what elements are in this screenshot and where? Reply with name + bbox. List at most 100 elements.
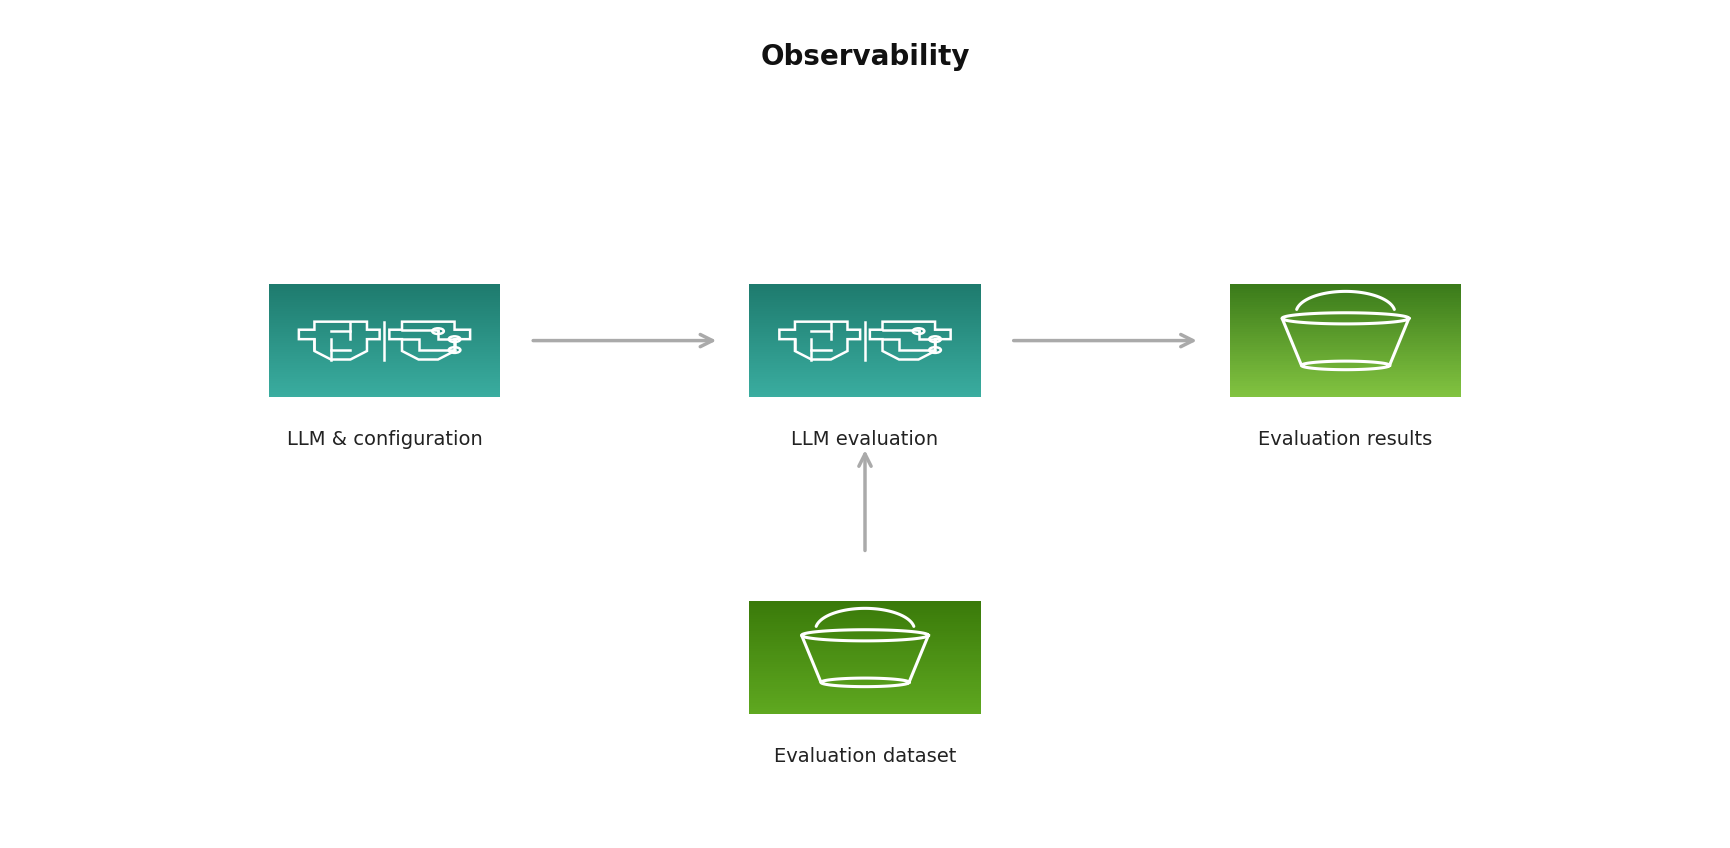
Bar bbox=[1230, 336, 1462, 338]
Bar bbox=[1230, 340, 1462, 343]
Bar bbox=[749, 641, 981, 644]
Bar bbox=[749, 693, 981, 696]
Bar bbox=[268, 318, 500, 321]
Bar bbox=[268, 388, 500, 390]
Bar bbox=[749, 650, 981, 653]
Bar bbox=[749, 603, 981, 605]
Bar bbox=[268, 363, 500, 365]
Bar bbox=[1230, 343, 1462, 345]
Bar bbox=[749, 322, 981, 325]
Bar bbox=[1230, 302, 1462, 304]
Bar bbox=[749, 370, 981, 372]
Bar bbox=[1230, 288, 1462, 291]
Bar bbox=[749, 329, 981, 332]
Bar bbox=[1230, 315, 1462, 318]
Bar bbox=[749, 639, 981, 642]
Bar bbox=[1230, 394, 1462, 397]
Bar bbox=[749, 367, 981, 370]
Bar bbox=[749, 356, 981, 359]
Bar bbox=[1230, 295, 1462, 298]
Bar bbox=[749, 291, 981, 293]
Bar bbox=[749, 358, 981, 361]
Bar bbox=[1230, 298, 1462, 300]
Bar bbox=[268, 304, 500, 307]
Bar bbox=[1230, 385, 1462, 388]
Bar bbox=[1230, 329, 1462, 332]
Bar bbox=[749, 302, 981, 304]
Bar bbox=[749, 343, 981, 345]
Bar bbox=[1230, 388, 1462, 390]
Bar bbox=[268, 336, 500, 338]
Text: LLM & configuration: LLM & configuration bbox=[287, 430, 483, 449]
Bar bbox=[268, 356, 500, 359]
Bar bbox=[268, 284, 500, 287]
Bar bbox=[749, 392, 981, 394]
Bar bbox=[1230, 356, 1462, 359]
Bar bbox=[749, 385, 981, 388]
Bar bbox=[268, 344, 500, 348]
Bar bbox=[1230, 351, 1462, 354]
Bar bbox=[749, 388, 981, 390]
Bar bbox=[749, 351, 981, 354]
Bar bbox=[749, 619, 981, 622]
Bar bbox=[1230, 320, 1462, 322]
Bar bbox=[268, 329, 500, 332]
Bar bbox=[749, 284, 981, 287]
Bar bbox=[749, 644, 981, 646]
Bar bbox=[749, 347, 981, 349]
Bar bbox=[1230, 349, 1462, 352]
Bar bbox=[749, 648, 981, 650]
Bar bbox=[1230, 322, 1462, 325]
Bar bbox=[1230, 286, 1462, 289]
Bar bbox=[1230, 333, 1462, 336]
Bar bbox=[1230, 377, 1462, 379]
Bar bbox=[749, 673, 981, 676]
Bar bbox=[749, 311, 981, 314]
Bar bbox=[268, 360, 500, 363]
Bar bbox=[268, 295, 500, 298]
Bar bbox=[749, 705, 981, 707]
Bar bbox=[749, 326, 981, 329]
Bar bbox=[749, 657, 981, 660]
Bar bbox=[268, 286, 500, 289]
Bar bbox=[749, 365, 981, 368]
Bar bbox=[268, 370, 500, 372]
Bar bbox=[268, 354, 500, 356]
Bar bbox=[749, 390, 981, 393]
Bar bbox=[749, 623, 981, 626]
Bar bbox=[1230, 363, 1462, 365]
Bar bbox=[749, 306, 981, 309]
Bar bbox=[749, 698, 981, 700]
Bar bbox=[749, 304, 981, 307]
Bar bbox=[268, 365, 500, 368]
Text: LLM evaluation: LLM evaluation bbox=[791, 430, 939, 449]
Bar bbox=[749, 653, 981, 656]
Bar bbox=[268, 298, 500, 300]
Bar bbox=[1230, 306, 1462, 309]
Bar bbox=[268, 351, 500, 354]
Bar bbox=[749, 601, 981, 604]
Bar bbox=[749, 667, 981, 669]
Bar bbox=[749, 616, 981, 619]
Bar bbox=[268, 332, 500, 334]
Bar bbox=[749, 333, 981, 336]
Bar bbox=[749, 354, 981, 356]
Bar bbox=[749, 628, 981, 631]
Bar bbox=[1230, 374, 1462, 377]
Bar bbox=[749, 614, 981, 617]
Bar bbox=[749, 394, 981, 397]
Bar bbox=[749, 706, 981, 709]
Bar bbox=[749, 610, 981, 612]
Bar bbox=[1230, 381, 1462, 383]
Bar bbox=[749, 630, 981, 633]
Bar bbox=[749, 295, 981, 298]
Bar bbox=[1230, 332, 1462, 334]
Bar bbox=[749, 288, 981, 291]
Bar bbox=[268, 381, 500, 383]
Text: Evaluation dataset: Evaluation dataset bbox=[773, 747, 957, 767]
Bar bbox=[268, 326, 500, 329]
Bar bbox=[749, 634, 981, 638]
Bar bbox=[268, 385, 500, 388]
Bar bbox=[749, 293, 981, 296]
Bar bbox=[749, 709, 981, 711]
